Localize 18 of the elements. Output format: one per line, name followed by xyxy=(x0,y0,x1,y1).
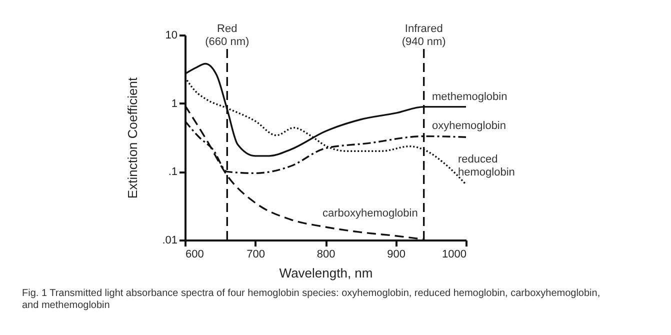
y-tick-label: 1 xyxy=(171,98,178,110)
series-label: methemoglobin xyxy=(432,90,508,103)
series-label: carboxyhemoglobin xyxy=(322,207,418,220)
x-tick-label: 600 xyxy=(186,248,204,260)
y-tick-label: .1 xyxy=(168,166,178,178)
x-axis-title: Wavelength, nm xyxy=(279,266,373,280)
x-tick-label: 800 xyxy=(316,248,336,260)
caption: Fig. 1 Transmitted light absorbance spectra of four hemoglobin species: oxyhemoglobin, reduced hemoglobin, carboxyhemoglobin, and methemoglobin xyxy=(22,288,600,311)
x-tick-label: 900 xyxy=(387,248,406,260)
series-label: oxyhemoglobin xyxy=(432,120,506,132)
y-tick-label: .01 xyxy=(162,234,178,246)
y-tick-label: 10 xyxy=(165,30,178,42)
x-tick-label: 1000 xyxy=(442,248,466,260)
y-axis-title: Extinction Coefficient xyxy=(125,77,140,199)
series-label: reduced hemoglobin xyxy=(458,153,515,178)
ref-line-label: Red (660 nm) xyxy=(205,23,250,48)
ref-line-label: Infrared (940 nm) xyxy=(402,23,446,48)
x-tick-label: 700 xyxy=(246,248,265,260)
